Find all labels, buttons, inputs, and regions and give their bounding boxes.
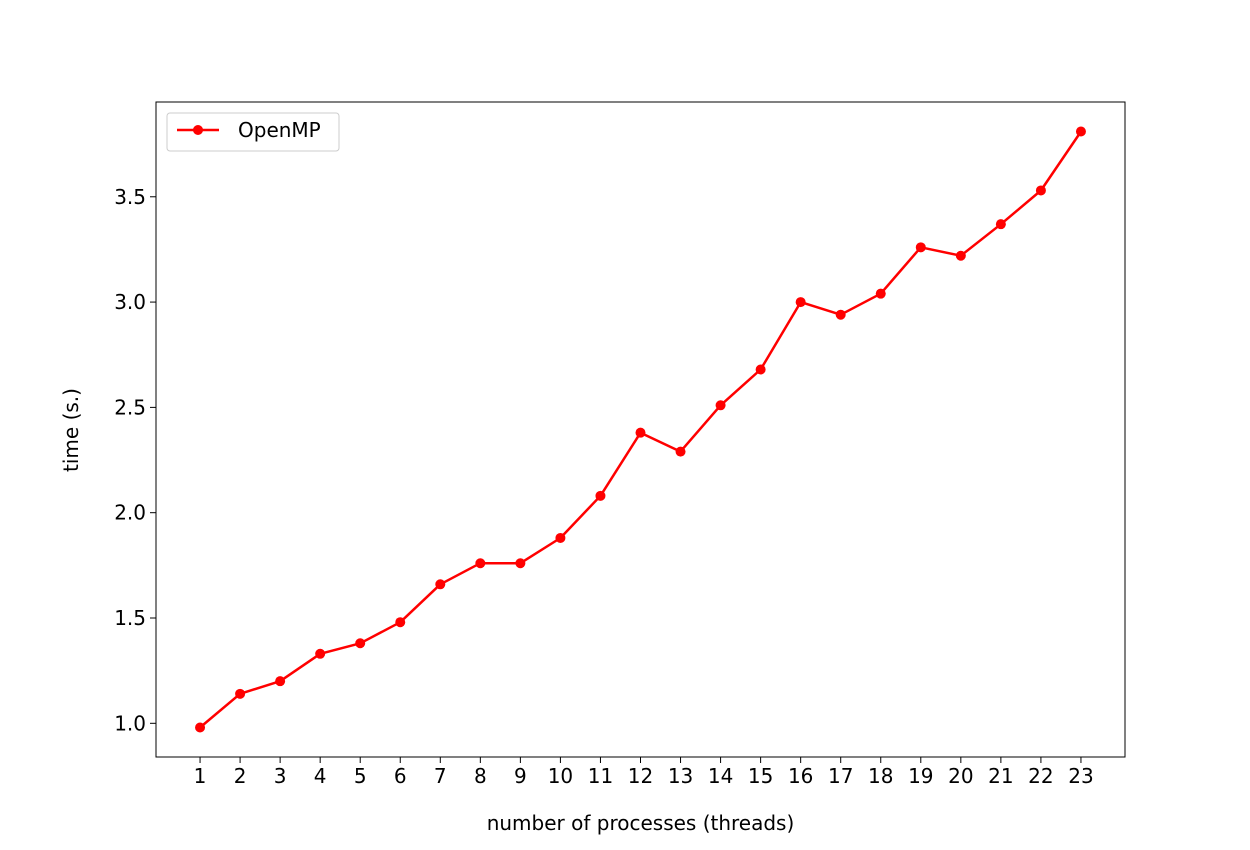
x-axis-ticks: 1 2 3 4 5 6 7 8 9 10 11 12 13 14 15 16 17 18 19 20 21 22 23 xyxy=(194,757,1094,788)
y-axis-label: time (s.) xyxy=(59,388,83,472)
data-point-openmp xyxy=(315,648,326,659)
data-point-openmp xyxy=(995,219,1006,230)
x-tick-label: 18 xyxy=(868,764,893,788)
y-axis-ticks: 1.0 1.5 2.0 2.5 3.0 3.5 xyxy=(114,185,156,735)
x-tick-label: 14 xyxy=(708,764,733,788)
legend-box xyxy=(166,112,340,152)
x-tick-label: 5 xyxy=(354,764,367,788)
series-layer xyxy=(195,126,1086,733)
data-point-openmp xyxy=(795,297,806,308)
data-point-openmp xyxy=(395,617,406,628)
data-point-openmp xyxy=(555,532,566,543)
x-tick-label: 1 xyxy=(194,764,207,788)
x-tick-label: 6 xyxy=(394,764,407,788)
data-point-openmp xyxy=(1035,185,1046,196)
x-tick-label: 4 xyxy=(314,764,327,788)
y-tick-label: 1.5 xyxy=(114,606,146,630)
data-point-openmp xyxy=(915,242,926,253)
x-tick-label: 17 xyxy=(828,764,853,788)
data-point-openmp xyxy=(1075,126,1086,137)
x-tick-label: 15 xyxy=(748,764,773,788)
x-tick-label: 23 xyxy=(1068,764,1093,788)
data-point-openmp xyxy=(195,722,206,733)
y-tick-label: 1.0 xyxy=(114,711,146,735)
y-tick-label: 3.5 xyxy=(114,185,146,209)
x-tick-label: 3 xyxy=(274,764,287,788)
x-tick-label: 13 xyxy=(668,764,693,788)
y-tick-label: 3.0 xyxy=(114,290,146,314)
x-tick-label: 19 xyxy=(908,764,933,788)
x-tick-label: 16 xyxy=(788,764,813,788)
y-tick-label: 2.5 xyxy=(114,395,146,419)
data-point-openmp xyxy=(355,638,366,649)
data-point-openmp xyxy=(715,400,726,411)
x-tick-label: 7 xyxy=(434,764,447,788)
x-tick-label: 8 xyxy=(474,764,487,788)
data-point-openmp xyxy=(875,288,886,299)
data-point-openmp xyxy=(235,688,246,699)
legend-marker-swatch xyxy=(193,125,203,135)
x-tick-label: 9 xyxy=(514,764,527,788)
data-point-openmp xyxy=(475,558,486,569)
x-tick-label: 20 xyxy=(948,764,973,788)
legend: OpenMP xyxy=(166,112,340,152)
x-tick-label: 2 xyxy=(234,764,247,788)
data-point-openmp xyxy=(275,676,286,687)
data-point-openmp xyxy=(835,309,846,320)
x-tick-label: 12 xyxy=(628,764,653,788)
data-point-openmp xyxy=(595,490,606,501)
data-point-openmp xyxy=(435,579,446,590)
data-point-openmp xyxy=(675,446,686,457)
x-tick-label: 22 xyxy=(1028,764,1053,788)
legend-entry-openmp: OpenMP xyxy=(238,118,321,142)
x-tick-label: 11 xyxy=(588,764,613,788)
data-point-openmp xyxy=(755,364,766,375)
data-point-openmp xyxy=(635,427,646,438)
data-point-openmp xyxy=(515,558,526,569)
x-tick-label: 21 xyxy=(988,764,1013,788)
data-point-openmp xyxy=(955,250,966,261)
x-tick-label: 10 xyxy=(548,764,573,788)
y-tick-label: 2.0 xyxy=(114,501,146,525)
x-axis-label: number of processes (threads) xyxy=(487,811,795,835)
